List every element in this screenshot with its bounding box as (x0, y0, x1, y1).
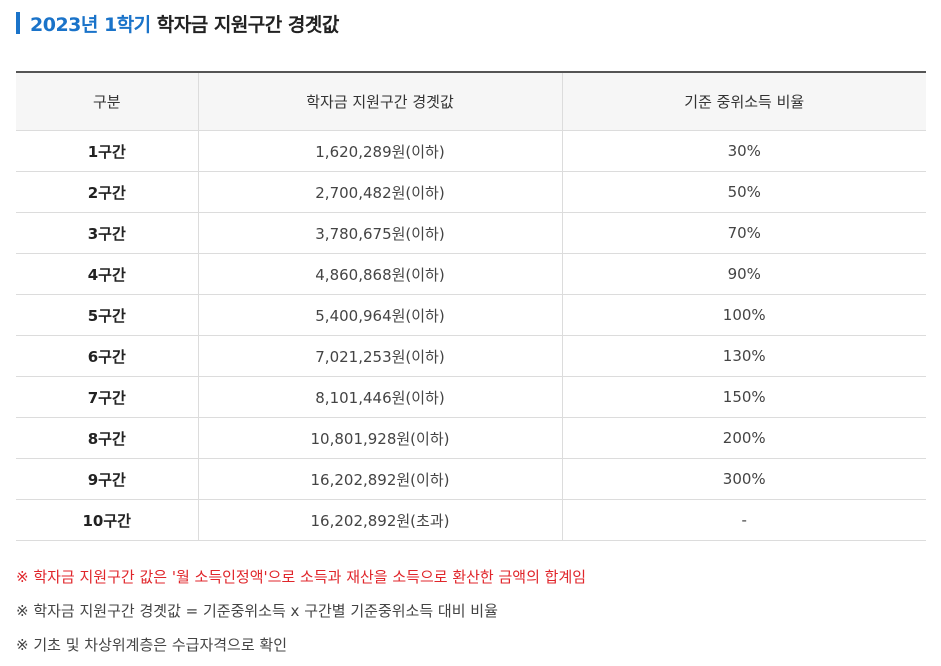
bracket-label: 5구간 (16, 294, 198, 336)
table-row: 2구간 2,700,482원(이하) 50% (16, 171, 926, 213)
bracket-label: 8구간 (16, 417, 198, 459)
footnote-definition: ※ 학자금 지원구간 값은 '월 소득인정액'으로 소득과 재산을 소득으로 환… (16, 568, 587, 586)
table-row: 1구간 1,620,289원(이하) 30% (16, 130, 926, 172)
bracket-threshold: 7,021,253원(이하) (197, 335, 562, 377)
title-label: 학자금 지원구간 경곗값 (156, 13, 340, 36)
bracket-label: 4구간 (16, 253, 198, 295)
bracket-threshold: 1,620,289원(이하) (197, 130, 562, 172)
bracket-label: 9구간 (16, 458, 198, 500)
bracket-ratio: 70% (561, 212, 926, 254)
table-row: 10구간 16,202,892원(초과) - (16, 499, 926, 541)
bracket-ratio: 200% (561, 417, 926, 459)
bracket-ratio: 90% (561, 253, 926, 295)
bracket-ratio: 50% (561, 171, 926, 213)
bracket-label: 7구간 (16, 376, 198, 418)
table-row: 8구간 10,801,928원(이하) 200% (16, 417, 926, 459)
bracket-threshold: 16,202,892원(이하) (197, 458, 562, 500)
bracket-threshold: 10,801,928원(이하) (197, 417, 562, 459)
bracket-ratio: 30% (561, 130, 926, 172)
bracket-threshold: 3,780,675원(이하) (197, 212, 562, 254)
bracket-ratio: 100% (561, 294, 926, 336)
footnotes: ※ 학자금 지원구간 값은 '월 소득인정액'으로 소득과 재산을 소득으로 환… (16, 560, 926, 662)
bracket-threshold: 4,860,868원(이하) (197, 253, 562, 295)
bracket-ratio: 150% (561, 376, 926, 418)
table-row: 3구간 3,780,675원(이하) 70% (16, 212, 926, 254)
table-row: 9구간 16,202,892원(이하) 300% (16, 458, 926, 500)
bracket-ratio: 130% (561, 335, 926, 377)
bracket-label: 10구간 (16, 499, 198, 541)
section-title: 2023년 1학기 학자금 지원구간 경곗값 (30, 10, 339, 37)
table-row: 6구간 7,021,253원(이하) 130% (16, 335, 926, 377)
bracket-label: 6구간 (16, 335, 198, 377)
section-heading: 2023년 1학기 학자금 지원구간 경곗값 (16, 8, 339, 38)
column-header-threshold: 학자금 지원구간 경곗값 (197, 71, 562, 131)
semester-label: 2023년 1학기 (30, 13, 151, 36)
column-header-ratio: 기준 중위소득 비율 (561, 71, 926, 131)
bracket-threshold: 16,202,892원(초과) (197, 499, 562, 541)
bracket-label: 3구간 (16, 212, 198, 254)
bracket-threshold: 8,101,446원(이하) (197, 376, 562, 418)
support-bracket-table: 구분 학자금 지원구간 경곗값 기준 중위소득 비율 1구간 1,620,289… (16, 71, 926, 541)
table-header-row: 구분 학자금 지원구간 경곗값 기준 중위소득 비율 (16, 71, 926, 131)
footnote-formula: ※ 학자금 지원구간 경곗값 = 기준중위소득 x 구간별 기준중위소득 대비 … (16, 602, 498, 620)
bracket-ratio: - (561, 499, 926, 541)
table-row: 4구간 4,860,868원(이하) 90% (16, 253, 926, 295)
heading-accent-bar (16, 12, 20, 34)
bracket-label: 2구간 (16, 171, 198, 213)
table-row: 5구간 5,400,964원(이하) 100% (16, 294, 926, 336)
column-header-category: 구분 (16, 71, 198, 131)
footnote-eligibility: ※ 기초 및 차상위계층은 수급자격으로 확인 (16, 636, 288, 654)
bracket-threshold: 2,700,482원(이하) (197, 171, 562, 213)
table-row: 7구간 8,101,446원(이하) 150% (16, 376, 926, 418)
bracket-threshold: 5,400,964원(이하) (197, 294, 562, 336)
bracket-ratio: 300% (561, 458, 926, 500)
bracket-label: 1구간 (16, 130, 198, 172)
